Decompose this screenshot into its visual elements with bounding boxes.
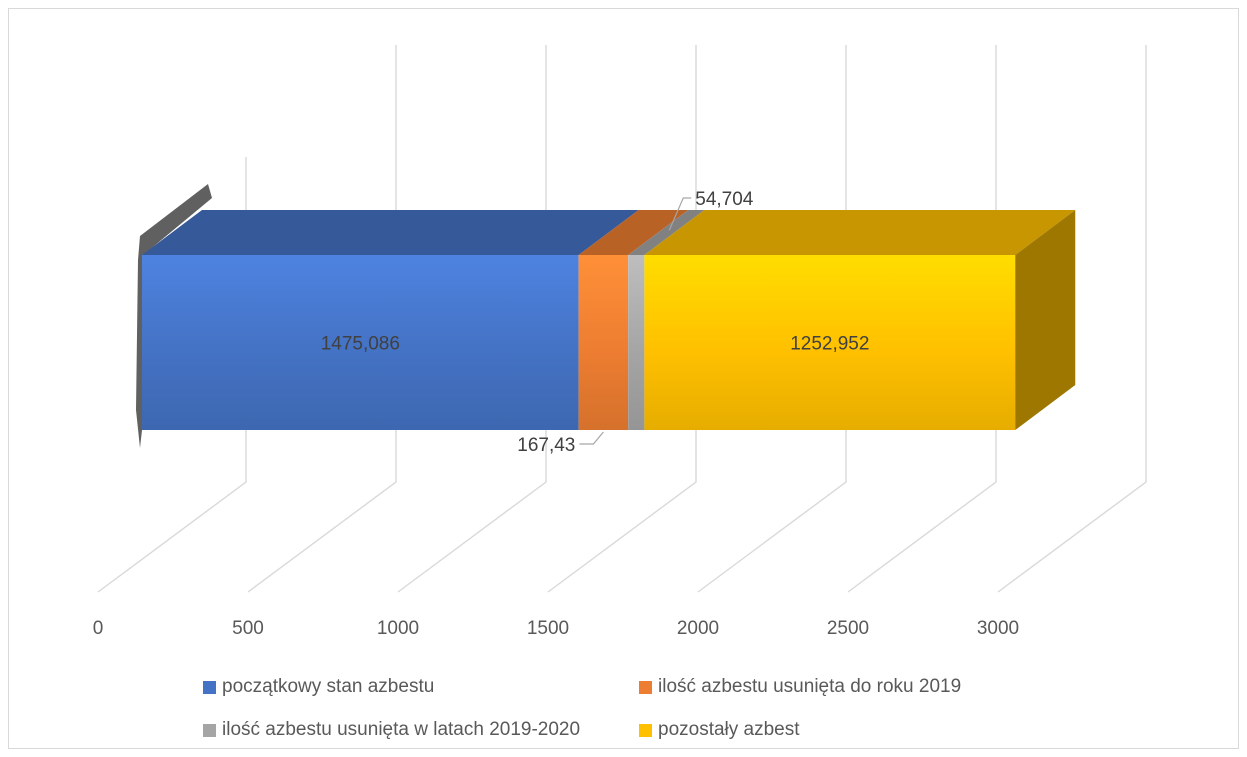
tick-label-1000: 1000 — [377, 618, 419, 639]
tick-label-1500: 1500 — [527, 618, 569, 639]
gridline-1000 — [397, 45, 547, 593]
gridline-1500 — [547, 45, 697, 593]
data-label-remaining: 1252,952 — [790, 334, 869, 355]
bar-end-face — [1015, 210, 1076, 430]
leader-line-removed-2019-2020 — [668, 197, 692, 231]
data-label-initial: 1475,086 — [321, 334, 400, 355]
segment-1-top — [578, 210, 689, 255]
tick-label-500: 500 — [232, 618, 264, 639]
segment-0-top — [142, 210, 639, 255]
gridline-2000 — [697, 45, 847, 593]
tick-label-0: 0 — [93, 618, 104, 639]
gridline-500 — [247, 45, 397, 593]
gridline-2500 — [847, 45, 997, 593]
tick-label-3000: 3000 — [977, 618, 1019, 639]
bar-segment-0 — [142, 255, 579, 430]
bar-segment-2 — [628, 255, 645, 430]
bar-segment-3 — [644, 255, 1016, 430]
tick-label-2500: 2500 — [827, 618, 869, 639]
data-label-removed-2019: 167,43 — [517, 435, 575, 456]
gridline-3000 — [997, 45, 1147, 593]
bar-segment-1 — [578, 255, 629, 430]
leader-line-removed-2019 — [579, 431, 604, 445]
segment-2-top — [628, 210, 705, 255]
segment-3-top — [644, 210, 1076, 255]
tick-label-2000: 2000 — [677, 618, 719, 639]
data-label-removed-2019-2020: 54,704 — [695, 189, 754, 210]
